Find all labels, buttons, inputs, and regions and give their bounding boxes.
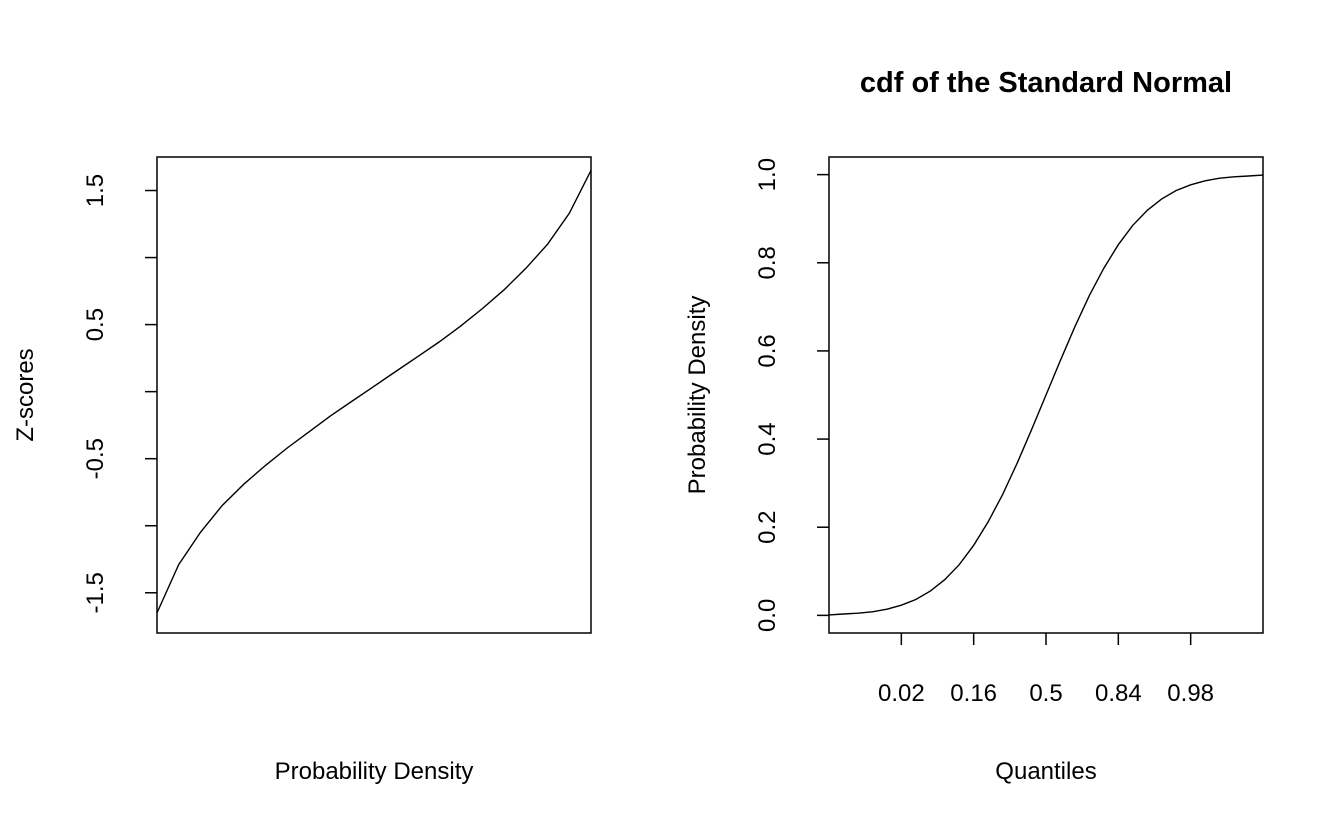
y-axis-label: Probability Density bbox=[684, 296, 711, 495]
y-tick-label: 1.0 bbox=[754, 158, 781, 191]
y-tick-label: 0.5 bbox=[82, 308, 109, 341]
y-tick-label: 0.4 bbox=[754, 422, 781, 455]
y-tick-label: 1.5 bbox=[82, 174, 109, 207]
chart-title: cdf of the Standard Normal bbox=[860, 67, 1232, 99]
y-tick-label: -0.5 bbox=[82, 438, 109, 479]
y-tick-label: 0.0 bbox=[754, 599, 781, 632]
y-tick-label: 0.6 bbox=[754, 334, 781, 367]
x-tick-label: 0.16 bbox=[950, 680, 997, 707]
y-tick-label: 0.2 bbox=[754, 511, 781, 544]
y-tick-label: -1.5 bbox=[82, 572, 109, 613]
z-scores-panel: -1.5 -0.5 0.5 1.5 Probability Density Z-score… bbox=[12, 156, 592, 785]
x-tick-label: 0.84 bbox=[1095, 680, 1142, 707]
x-axis-label: Probability Density bbox=[275, 758, 474, 785]
x-tick-label: 0.5 bbox=[1029, 680, 1062, 707]
y-axis-label: Z-scores bbox=[12, 348, 39, 441]
x-tick-label: 0.02 bbox=[878, 680, 925, 707]
cdf-panel: 0.0 0.2 0.4 0.6 0.8 1.0 0.02 0.16 0.5 0.84 0.98 Qua… bbox=[684, 67, 1264, 785]
x-tick-label: 0.98 bbox=[1167, 680, 1214, 707]
series-line bbox=[828, 174, 1264, 616]
x-axis-label: Quantiles bbox=[995, 758, 1096, 785]
y-tick-label: 0.8 bbox=[754, 246, 781, 279]
series-line bbox=[156, 170, 592, 614]
plot-frame bbox=[156, 156, 592, 634]
